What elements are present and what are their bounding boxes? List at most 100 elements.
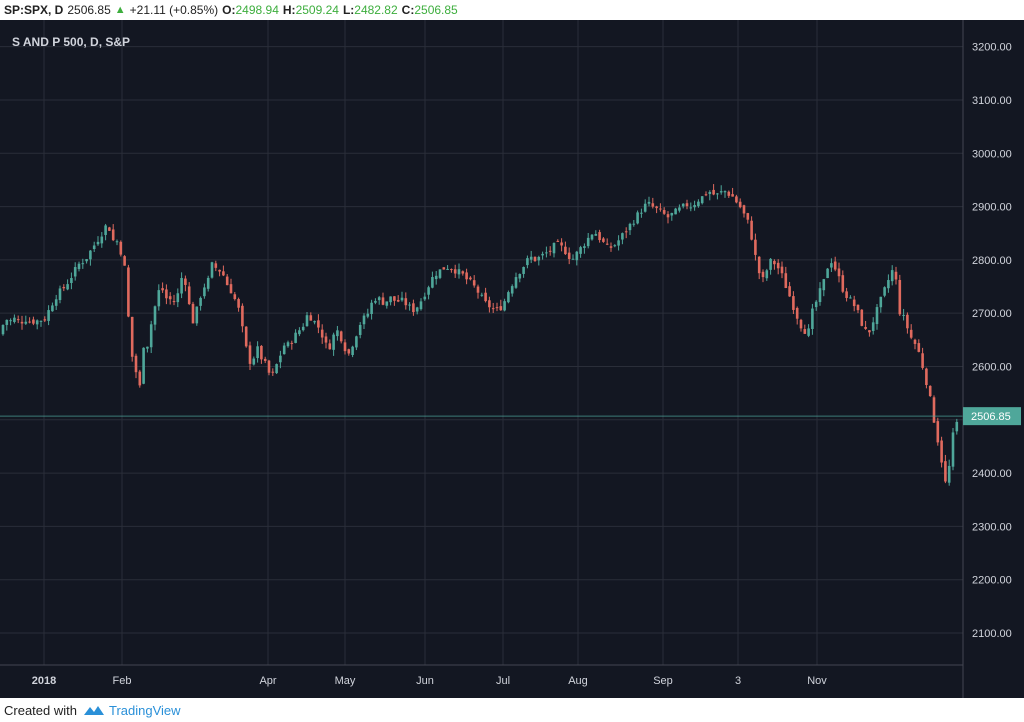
candle-body <box>529 256 533 260</box>
candle-body <box>484 292 487 302</box>
price-axis[interactable]: 3200.00 3100.00 3000.00 2900.00 2800.00 2700.… <box>972 42 1012 640</box>
candle-body <box>351 346 354 356</box>
candle-body <box>450 269 453 271</box>
candle-body <box>708 191 712 194</box>
y-tick-label: 2300.00 <box>972 521 1012 533</box>
candle-body <box>522 267 525 274</box>
price-chart[interactable]: 3200.00 3100.00 3000.00 2900.00 2800.00 2700.… <box>0 20 1024 698</box>
candle-body <box>936 421 940 443</box>
candle-body <box>480 294 484 296</box>
candle-body <box>495 307 499 309</box>
candle-body <box>168 296 172 300</box>
candle-body <box>85 259 88 262</box>
candle-body <box>632 223 636 225</box>
candle-body <box>248 345 252 364</box>
candle-body <box>298 330 301 335</box>
candle-body <box>290 342 294 344</box>
candle-body <box>689 207 693 209</box>
candle-body <box>643 203 647 212</box>
candle-body <box>852 299 856 307</box>
y-tick-label: 3100.00 <box>972 95 1012 107</box>
x-tick-label: Jul <box>496 675 510 687</box>
candle-body <box>374 300 377 303</box>
candle-body <box>100 236 104 244</box>
candle-body <box>560 242 563 246</box>
candle-body <box>678 207 681 211</box>
last-price-tag-bg <box>963 407 1021 426</box>
candle-body <box>799 319 803 329</box>
candle-body <box>947 465 951 483</box>
candle-body <box>685 203 689 207</box>
y-tick-label: 2400.00 <box>972 468 1012 480</box>
open-value: 2498.94 <box>235 3 279 17</box>
candle-body <box>301 326 305 331</box>
close-value: 2506.85 <box>414 3 458 17</box>
candle-body <box>765 270 769 279</box>
candle-body <box>286 342 290 347</box>
candle-body <box>96 241 100 245</box>
time-axis[interactable]: 2018 Feb Apr May Jun Jul Aug Sep 3 Nov <box>32 675 828 687</box>
candle-body <box>537 256 541 261</box>
candle-body <box>571 258 575 260</box>
candle-body <box>499 306 503 311</box>
candle-body <box>51 305 54 312</box>
candle-body <box>917 343 921 352</box>
candle-body <box>617 240 620 246</box>
candle-body <box>951 432 955 467</box>
x-tick-label: 3 <box>735 675 741 687</box>
candle-body <box>613 245 617 247</box>
candle-body <box>731 194 734 197</box>
candle-body <box>222 271 225 276</box>
candle-body <box>271 371 275 373</box>
candle-body <box>925 368 928 385</box>
candle-body <box>446 268 449 270</box>
candle-body <box>92 245 96 250</box>
candle-body <box>24 321 28 324</box>
candle-body <box>104 225 107 235</box>
candle-body <box>621 233 624 240</box>
candle-body <box>233 294 237 300</box>
candle-body <box>514 277 518 288</box>
candle-body <box>469 277 472 280</box>
candle-body <box>719 191 723 193</box>
tradingview-logo-icon <box>83 706 104 715</box>
candle-body <box>674 208 677 215</box>
tradingview-brand[interactable]: TradingView <box>108 702 181 718</box>
candle-body <box>62 287 66 289</box>
candle-body <box>355 336 358 348</box>
candle-body <box>199 297 202 306</box>
candle-body <box>811 308 814 329</box>
candle-body <box>370 302 373 315</box>
candle-body <box>309 315 313 321</box>
candle-body <box>704 194 708 196</box>
candle-body <box>438 269 442 278</box>
candle-body <box>792 296 795 310</box>
candle-body <box>176 293 180 303</box>
last-price-tag: 2506.85 <box>963 407 1021 426</box>
candle-body <box>396 299 400 302</box>
candle-body <box>381 297 385 305</box>
candle-body <box>153 306 157 325</box>
candle-body <box>400 297 404 301</box>
y-tick-label: 3000.00 <box>972 148 1012 160</box>
candle-body <box>20 321 24 324</box>
candle-body <box>598 232 601 241</box>
candle-body <box>845 291 848 298</box>
candle-body <box>108 227 111 231</box>
candle-body <box>195 306 199 324</box>
candle-body <box>210 262 214 278</box>
candle-body <box>165 289 168 299</box>
price-change: +21.11 (+0.85%) <box>129 3 219 17</box>
candle-body <box>43 319 47 321</box>
candle-body <box>921 353 924 368</box>
candle-body <box>461 271 465 274</box>
candle-body <box>127 267 130 317</box>
candle-body <box>586 237 590 247</box>
candle-body <box>229 284 233 294</box>
candle-body <box>218 269 221 272</box>
candle-body <box>822 279 826 291</box>
candle-body <box>666 214 670 218</box>
candle-body <box>180 277 183 294</box>
candle-body <box>412 303 415 313</box>
candle-body <box>267 360 271 373</box>
